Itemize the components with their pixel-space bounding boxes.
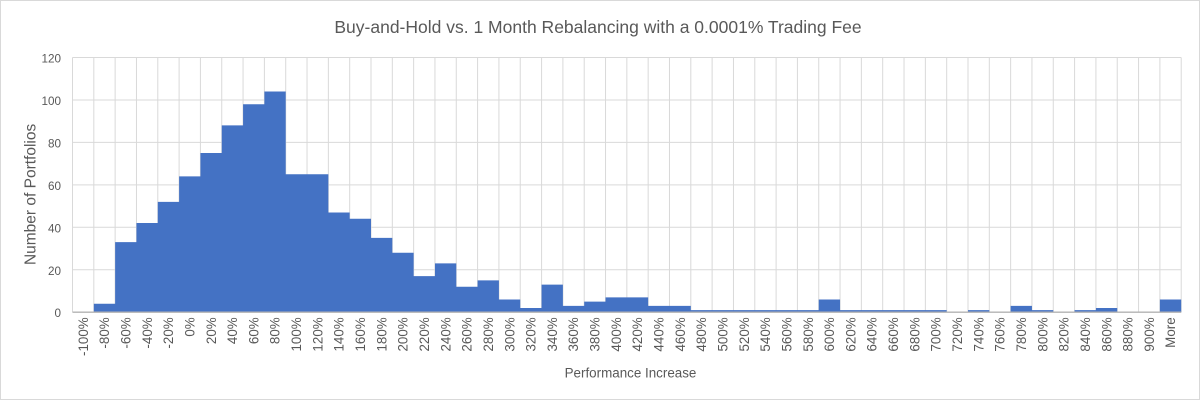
svg-text:340%: 340% [545,317,560,351]
svg-text:760%: 760% [993,317,1008,351]
svg-text:560%: 560% [779,317,794,351]
svg-text:20%: 20% [204,317,219,344]
svg-text:580%: 580% [801,317,816,351]
svg-text:120%: 120% [310,317,325,351]
svg-text:600%: 600% [822,317,837,351]
svg-text:40: 40 [48,222,62,235]
svg-text:Performance Increase: Performance Increase [565,366,697,381]
svg-text:300%: 300% [502,317,517,351]
svg-text:0: 0 [54,307,61,320]
svg-text:100%: 100% [289,317,304,351]
svg-text:660%: 660% [886,317,901,351]
svg-text:-40%: -40% [140,317,155,348]
svg-text:180%: 180% [374,317,389,351]
svg-text:240%: 240% [438,317,453,351]
svg-text:-80%: -80% [97,317,112,348]
svg-text:160%: 160% [353,317,368,351]
svg-text:440%: 440% [652,317,667,351]
svg-text:900%: 900% [1142,317,1157,351]
svg-text:100: 100 [41,95,61,108]
svg-text:460%: 460% [673,317,688,351]
svg-text:520%: 520% [737,317,752,351]
svg-text:380%: 380% [588,317,603,351]
svg-text:480%: 480% [694,317,709,351]
svg-text:20: 20 [48,265,62,278]
svg-text:540%: 540% [758,317,773,351]
svg-text:860%: 860% [1099,317,1114,351]
svg-text:60%: 60% [246,317,261,344]
svg-text:420%: 420% [630,317,645,351]
svg-text:Buy-and-Hold vs. 1 Month Rebal: Buy-and-Hold vs. 1 Month Rebalancing wit… [334,17,861,37]
svg-text:620%: 620% [843,317,858,351]
svg-text:200%: 200% [396,317,411,351]
svg-text:680%: 680% [907,317,922,351]
svg-text:-60%: -60% [119,317,134,348]
svg-text:120: 120 [41,53,61,66]
svg-text:140%: 140% [332,317,347,351]
svg-text:400%: 400% [609,317,624,351]
svg-text:360%: 360% [566,317,581,351]
svg-text:820%: 820% [1057,317,1072,351]
svg-text:500%: 500% [716,317,731,351]
svg-text:280%: 280% [481,317,496,351]
svg-text:60: 60 [48,180,62,193]
svg-text:80%: 80% [268,317,283,344]
svg-text:880%: 880% [1121,317,1136,351]
svg-text:0%: 0% [182,317,197,336]
svg-text:840%: 840% [1078,317,1093,351]
svg-text:320%: 320% [524,317,539,351]
svg-text:220%: 220% [417,317,432,351]
svg-text:640%: 640% [865,317,880,351]
svg-text:700%: 700% [929,317,944,351]
svg-text:780%: 780% [1014,317,1029,351]
svg-text:80: 80 [48,137,62,150]
svg-text:More: More [1163,317,1178,348]
svg-text:-100%: -100% [76,317,91,356]
svg-text:260%: 260% [460,317,475,351]
svg-text:800%: 800% [1035,317,1050,351]
svg-text:40%: 40% [225,317,240,344]
svg-text:720%: 720% [950,317,965,351]
svg-text:740%: 740% [971,317,986,351]
svg-text:-20%: -20% [161,317,176,348]
svg-text:Number of Portfolios: Number of Portfolios [23,124,40,266]
